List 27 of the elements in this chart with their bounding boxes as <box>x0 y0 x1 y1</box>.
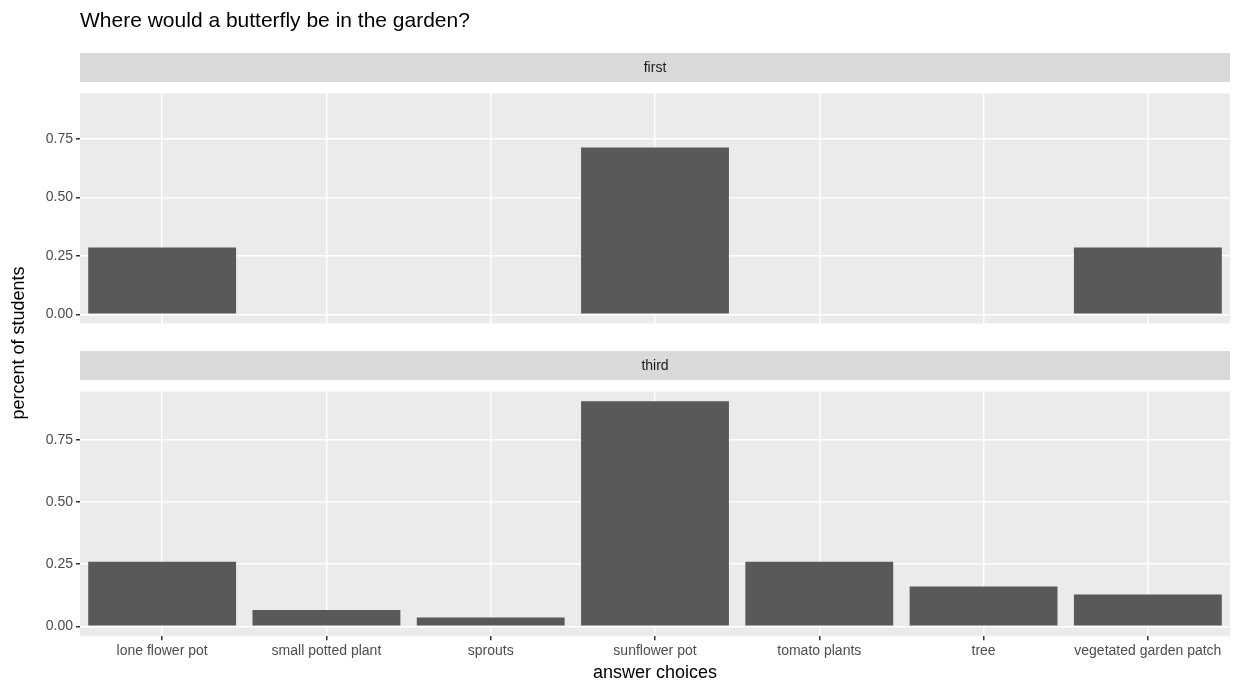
x-tick-label: lone flower pot <box>116 642 208 659</box>
y-tick-label: 0.00 <box>45 305 74 322</box>
x-axis-title: answer choices <box>592 662 718 683</box>
y-tick-label: 0.00 <box>45 617 74 634</box>
x-tick-label: tree <box>971 642 996 659</box>
y-tick-label: 0.75 <box>45 430 74 447</box>
bar <box>1073 594 1222 626</box>
y-tick-label: 0.50 <box>45 188 74 205</box>
y-tick-label: 0.75 <box>45 129 74 146</box>
y-tick-label: 0.25 <box>45 246 74 263</box>
bar <box>416 617 565 626</box>
chart-subtitle: third <box>80 351 1230 380</box>
chart-subtitle: first <box>80 53 1230 82</box>
bar <box>909 586 1058 626</box>
x-tick-label: tomato plants <box>777 642 862 659</box>
chart-title: Where would a butterfly be in the garden? <box>80 8 470 32</box>
x-tick-label: small potted plant <box>271 642 382 659</box>
y-tick-label: 0.50 <box>45 492 74 509</box>
y-tick-label: 0.25 <box>45 554 74 571</box>
bar <box>88 561 237 626</box>
y-axis-title: percent of students <box>7 266 29 420</box>
x-tick-label: vegetated garden patch <box>1074 642 1222 659</box>
bar <box>581 401 729 626</box>
bar <box>745 561 894 626</box>
bar <box>252 610 401 626</box>
x-tick-label: sprouts <box>467 642 514 659</box>
x-tick-label: sunflower pot <box>613 642 697 659</box>
